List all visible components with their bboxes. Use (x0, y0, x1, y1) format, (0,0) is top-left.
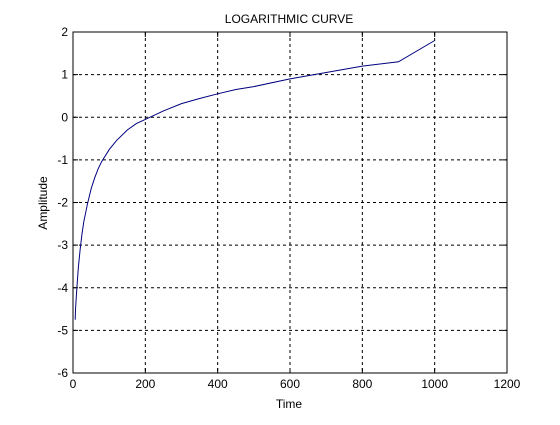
y-tick-label: -5 (57, 323, 68, 337)
y-axis-label: Amplitude (36, 176, 50, 230)
x-tick-label: 600 (280, 377, 300, 391)
y-tick-label: 0 (61, 110, 68, 124)
chart-title: LOGARITHMIC CURVE (225, 12, 353, 26)
x-tick-label: 800 (352, 377, 372, 391)
y-tick-label: 1 (61, 68, 68, 82)
y-tick-label: -1 (57, 153, 68, 167)
x-tick-label: 1000 (421, 377, 448, 391)
y-tick-label: -6 (57, 366, 68, 380)
grid-lines (73, 32, 507, 373)
x-tick-label: 200 (135, 377, 155, 391)
x-tick-label: 400 (208, 377, 228, 391)
y-tick-label: 2 (61, 25, 68, 39)
axis-ticks: 0 200 400 600 800 1000 1200 -6 -5 -4 -3 -2 -1 0 1 2 (57, 25, 520, 391)
y-tick-label: -4 (57, 281, 68, 295)
x-tick-label: 0 (70, 377, 77, 391)
y-tick-label: -2 (57, 196, 68, 210)
x-tick-label: 1200 (494, 377, 521, 391)
y-tick-label: -3 (57, 238, 68, 252)
series-line-log-curve (74, 40, 435, 320)
curve-layer (74, 40, 435, 320)
x-axis-label: Time (276, 397, 303, 411)
